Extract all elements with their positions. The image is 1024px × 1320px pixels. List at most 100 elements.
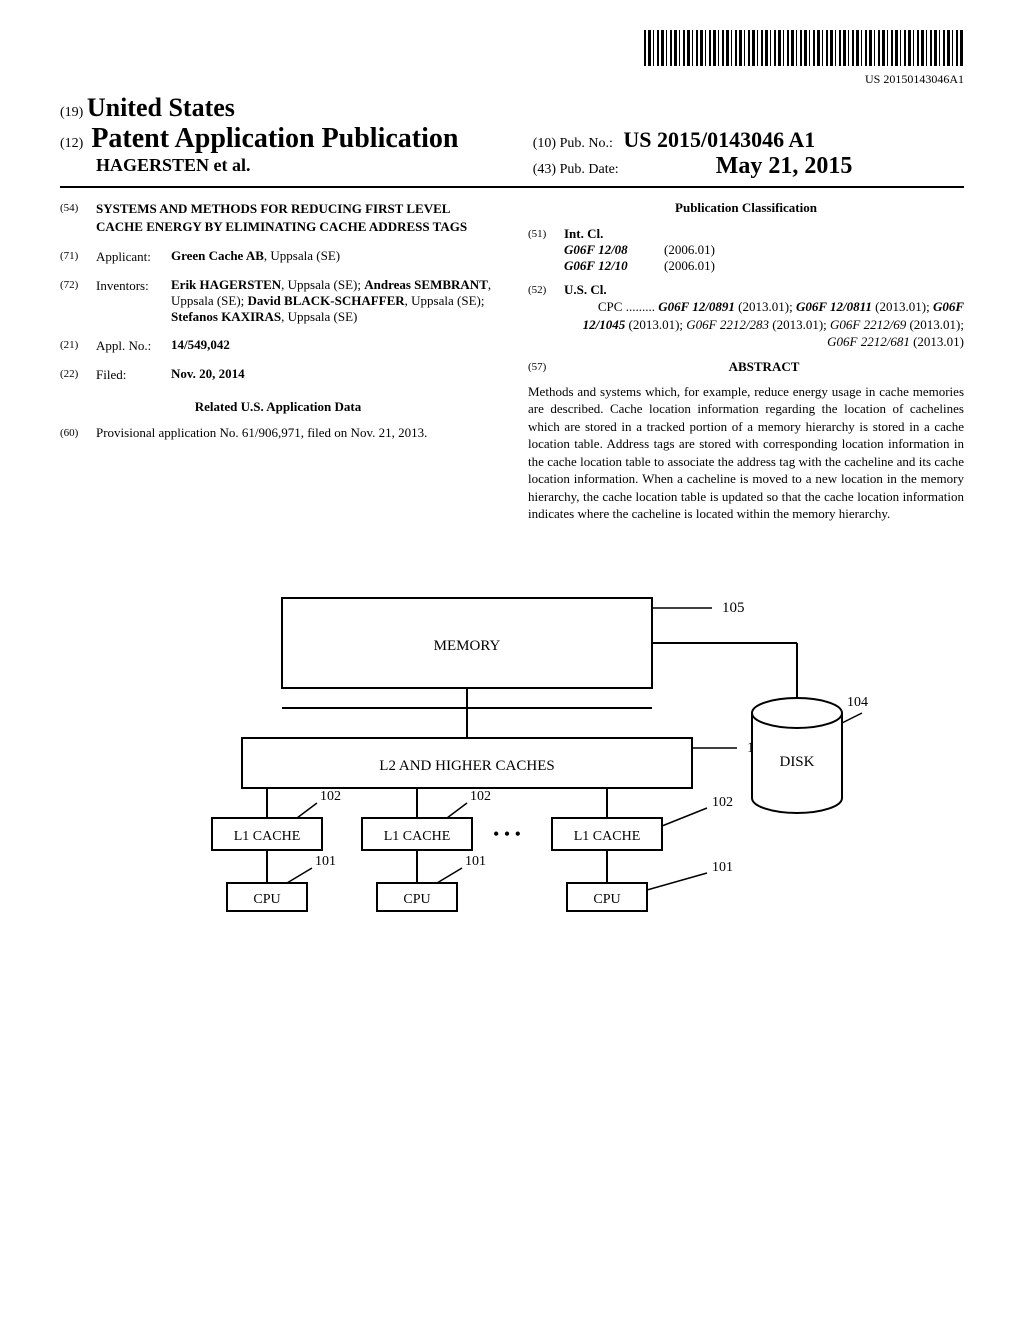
- int-cl-body: Int. Cl. G06F 12/08 (2006.01) G06F 12/10…: [564, 226, 964, 274]
- code-21: (21): [60, 337, 96, 351]
- application-number: 14/549,042: [171, 337, 230, 352]
- cpc-6: G06F 2212/681: [827, 334, 910, 349]
- label-applno: Appl. No.:: [96, 337, 171, 354]
- issuing-country: United States: [87, 93, 235, 122]
- field-21: (21) Appl. No.: 14/549,042: [60, 337, 496, 354]
- figure-svg: MEMORY 105 L2 AND HIGHER CACHES 103 L1 C…: [152, 578, 872, 948]
- barcode-region: US 20150143046A1: [60, 30, 964, 87]
- inventor-3-loc: , Uppsala (SE);: [405, 293, 485, 308]
- cpc-2-v: (2013.01);: [872, 299, 933, 314]
- header-left: (19) United States (12) Patent Applicati…: [60, 93, 513, 176]
- int-cl-2: G06F 12/10: [564, 258, 664, 274]
- cpc-prefix: CPC .........: [598, 299, 655, 314]
- int-cl-1: G06F 12/08: [564, 242, 664, 258]
- applicant-body: Green Cache AB, Uppsala (SE): [171, 248, 496, 264]
- fig-cpua-label: CPU: [253, 892, 280, 907]
- field-60: (60) Provisional application No. 61/906,…: [60, 425, 496, 441]
- cover-figure: MEMORY 105 L2 AND HIGHER CACHES 103 L1 C…: [60, 578, 964, 948]
- abstract-label: ABSTRACT: [729, 359, 800, 374]
- related-data-heading: Related U.S. Application Data: [60, 399, 496, 415]
- cpc-4: G06F 2212/283: [686, 317, 769, 332]
- code-57: (57): [528, 359, 564, 373]
- inventor-1-loc: , Uppsala (SE);: [281, 277, 361, 292]
- header-right: (10) Pub. No.: US 2015/0143046 A1 (43) P…: [533, 127, 964, 180]
- fig-cpuc-label: CPU: [593, 892, 620, 907]
- code-51: (51): [528, 226, 564, 240]
- barcode-number: US 20150143046A1: [60, 72, 964, 87]
- inventor-4: Stefanos KAXIRAS: [171, 309, 281, 324]
- int-cl-2-ver: (2006.01): [664, 258, 715, 274]
- provisional-text: Provisional application No. 61/906,971, …: [96, 425, 496, 441]
- fig-ref-102a: 102: [320, 789, 341, 804]
- right-column: Publication Classification (51) Int. Cl.…: [528, 200, 964, 523]
- classification-heading: Publication Classification: [528, 200, 964, 216]
- label-inventors: Inventors:: [96, 277, 171, 294]
- barcode-graphic: [644, 30, 964, 66]
- fig-l1b-label: L1 CACHE: [384, 829, 451, 844]
- filing-date: Nov. 20, 2014: [171, 366, 245, 381]
- field-72: (72) Inventors: Erik HAGERSTEN, Uppsala …: [60, 277, 496, 325]
- fig-ellipsis: • • •: [493, 824, 521, 844]
- invention-title: SYSTEMS AND METHODS FOR REDUCING FIRST L…: [96, 200, 496, 236]
- code-19: (19): [60, 105, 83, 120]
- inventors-body: Erik HAGERSTEN, Uppsala (SE); Andreas SE…: [171, 277, 496, 325]
- header: (19) United States (12) Patent Applicati…: [60, 93, 964, 180]
- fig-ref-104: 104: [847, 695, 868, 710]
- inventor-4-loc: , Uppsala (SE): [281, 309, 357, 324]
- code-10: (10): [533, 136, 556, 151]
- fig-cpub-label: CPU: [403, 892, 430, 907]
- code-52: (52): [528, 282, 564, 296]
- field-57: (57) ABSTRACT: [528, 359, 964, 375]
- inventor-3: David BLACK-SCHAFFER: [248, 293, 405, 308]
- pubno-label: Pub. No.:: [560, 136, 613, 151]
- cpc-1-v: (2013.01);: [735, 299, 796, 314]
- abstract-text: Methods and systems which, for example, …: [528, 383, 964, 523]
- publication-date: May 21, 2015: [716, 153, 853, 179]
- field-52: (52) U.S. Cl. CPC ......... G06F 12/0891…: [528, 282, 964, 351]
- us-cl-body: U.S. Cl. CPC ......... G06F 12/0891 (201…: [564, 282, 964, 351]
- fig-disk-label: DISK: [779, 754, 814, 770]
- cpc-1: G06F 12/0891: [658, 299, 735, 314]
- us-cl-label: U.S. Cl.: [564, 282, 607, 297]
- fig-l1c-label: L1 CACHE: [574, 829, 641, 844]
- fig-ref-101b: 101: [465, 854, 486, 869]
- cpc-5-v: (2013.01);: [906, 317, 964, 332]
- code-12: (12): [60, 136, 83, 152]
- fig-ref-101a: 101: [315, 854, 336, 869]
- code-72: (72): [60, 277, 96, 291]
- biblio-columns: (54) SYSTEMS AND METHODS FOR REDUCING FI…: [60, 200, 964, 523]
- header-rule: [60, 186, 964, 188]
- fig-l1a-label: L1 CACHE: [234, 829, 301, 844]
- fig-ref-102b: 102: [470, 789, 491, 804]
- label-filed: Filed:: [96, 366, 171, 383]
- code-60: (60): [60, 425, 96, 439]
- inventor-1: Erik HAGERSTEN: [171, 277, 281, 292]
- code-22: (22): [60, 366, 96, 380]
- cpc-5: G06F 2212/69: [830, 317, 906, 332]
- cpc-4-v: (2013.01);: [769, 317, 830, 332]
- publication-number: US 2015/0143046 A1: [623, 127, 815, 152]
- fig-memory-label: MEMORY: [434, 638, 501, 654]
- field-71: (71) Applicant: Green Cache AB, Uppsala …: [60, 248, 496, 265]
- int-cl-1-ver: (2006.01): [664, 242, 715, 258]
- cpc-6-v: (2013.01): [910, 334, 964, 349]
- label-applicant: Applicant:: [96, 248, 171, 265]
- code-43: (43): [533, 162, 556, 177]
- fig-ref-105: 105: [722, 600, 745, 616]
- left-column: (54) SYSTEMS AND METHODS FOR REDUCING FI…: [60, 200, 496, 523]
- pubdate-label: Pub. Date:: [560, 162, 619, 177]
- field-22: (22) Filed: Nov. 20, 2014: [60, 366, 496, 383]
- inventor-2: Andreas SEMBRANT: [364, 277, 488, 292]
- fig-ref-102c: 102: [712, 795, 733, 810]
- field-54: (54) SYSTEMS AND METHODS FOR REDUCING FI…: [60, 200, 496, 236]
- cpc-2: G06F 12/0811: [796, 299, 872, 314]
- document-type: Patent Application Publication: [91, 123, 458, 155]
- applicant-name: Green Cache AB: [171, 248, 264, 263]
- fig-l2-label: L2 AND HIGHER CACHES: [379, 758, 554, 774]
- int-cl-label: Int. Cl.: [564, 226, 603, 241]
- applicant-rest: , Uppsala (SE): [264, 248, 340, 263]
- field-51: (51) Int. Cl. G06F 12/08 (2006.01) G06F …: [528, 226, 964, 274]
- code-71: (71): [60, 248, 96, 262]
- code-54: (54): [60, 200, 96, 214]
- cpc-list: CPC ......... G06F 12/0891 (2013.01); G0…: [564, 298, 964, 351]
